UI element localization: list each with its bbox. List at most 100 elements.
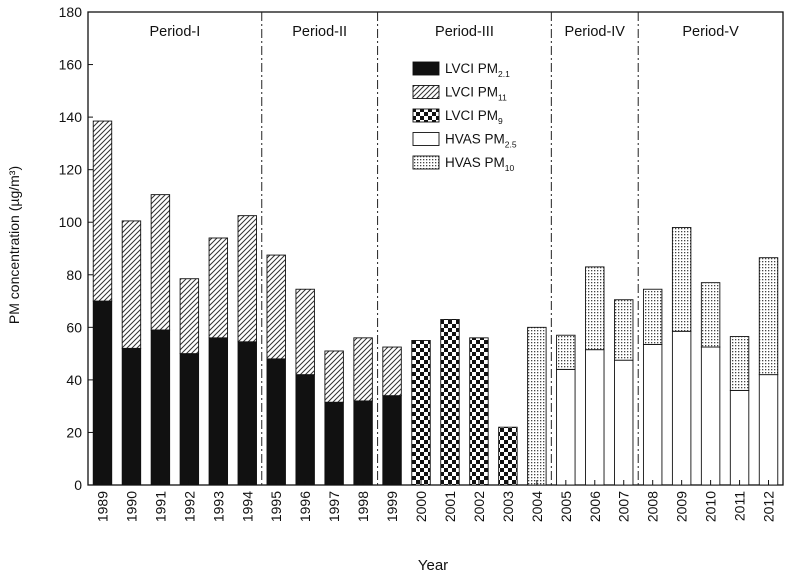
x-tick-label: 2004: [529, 491, 545, 522]
bar-segment: [208, 237, 229, 339]
y-tick-label: 180: [59, 4, 83, 20]
legend-swatch: [412, 132, 440, 146]
bar-segment: [208, 337, 229, 486]
legend-item: LVCI PM9: [412, 108, 503, 126]
bar-segment: [642, 288, 663, 345]
x-tick-label: 1992: [181, 491, 197, 522]
bar-segment: [324, 350, 344, 403]
bar-segment: [150, 329, 171, 486]
bar-segment: [92, 120, 113, 302]
y-tick-label: 0: [74, 477, 82, 493]
legend-label: HVAS PM10: [445, 155, 514, 173]
bar-segment: [237, 215, 257, 343]
period-label: Period-II: [292, 24, 347, 40]
bar-segment: [179, 278, 200, 355]
bar-segment: [614, 359, 634, 486]
bar-segment: [556, 334, 576, 370]
bar-segment: [440, 319, 460, 486]
legend-label: LVCI PM9: [445, 108, 503, 126]
bar-segment: [729, 336, 750, 391]
bar-segment: [324, 401, 344, 486]
legend-swatch: [412, 61, 440, 76]
bar-segment: [700, 282, 721, 348]
x-tick-label: 2008: [645, 491, 661, 522]
period-label: Period-IV: [565, 24, 626, 40]
legend-item: LVCI PM2.1: [412, 61, 510, 79]
bar-segment: [729, 389, 750, 486]
x-tick-label: 1994: [239, 491, 255, 522]
bar-segment: [295, 288, 315, 376]
y-tick-label: 120: [59, 162, 83, 178]
x-tick-label: 1998: [355, 491, 371, 522]
y-tick-label: 40: [66, 372, 82, 388]
legend-label: HVAS PM2.5: [445, 132, 517, 150]
x-tick-label: 2011: [732, 491, 748, 521]
legend-item: HVAS PM2.5: [412, 132, 517, 150]
bar-segment: [527, 326, 547, 486]
x-tick-label: 1999: [384, 491, 400, 522]
bar-segment: [469, 337, 489, 486]
bar-segment: [92, 300, 113, 486]
x-tick-label: 2003: [500, 491, 516, 522]
bar-segment: [121, 220, 142, 349]
x-tick-label: 1990: [123, 491, 139, 522]
bar-segment: [411, 340, 431, 486]
x-tick-label: 1991: [152, 491, 168, 522]
x-tick-label: 2012: [761, 491, 777, 522]
bar-segment: [382, 346, 402, 397]
bar-segment: [295, 374, 315, 486]
x-tick-label: 1989: [94, 491, 110, 522]
x-tick-label: 2000: [413, 491, 429, 522]
legend-swatch: [412, 85, 440, 99]
bar-segment: [179, 353, 200, 486]
y-tick-label: 140: [59, 109, 83, 125]
period-label: Period-I: [149, 24, 200, 40]
bar-segment: [266, 254, 286, 360]
y-tick-label: 100: [59, 214, 83, 230]
bar-segment: [642, 343, 663, 486]
bar-segment: [382, 395, 402, 486]
bar-segment: [614, 299, 634, 361]
bar-segment: [266, 358, 286, 486]
x-tick-label: 2001: [442, 491, 458, 522]
bar-segment: [671, 227, 692, 332]
bar-segment: [700, 346, 721, 486]
plot-frame: [87, 11, 784, 486]
period-label: Period-V: [682, 24, 739, 40]
bar-segment: [498, 426, 518, 486]
bar-segment: [121, 347, 142, 486]
y-tick-label: 160: [59, 57, 83, 73]
bar-segment: [237, 341, 257, 486]
legend-swatch: [412, 108, 440, 123]
x-tick-label: 2007: [616, 491, 632, 522]
legend-item: LVCI PM11: [412, 85, 507, 103]
x-tick-label: 2010: [703, 491, 719, 522]
y-tick-label: 60: [66, 319, 82, 335]
x-tick-label: 1993: [210, 491, 226, 522]
period-label: Period-III: [435, 24, 494, 40]
x-tick-label: 1995: [268, 491, 284, 522]
legend-label: LVCI PM2.1: [445, 61, 510, 79]
x-tick-label: 2009: [674, 491, 690, 522]
bar-segment: [585, 349, 605, 486]
bar-segment: [353, 400, 373, 486]
x-tick-label: 2002: [471, 491, 487, 522]
x-tick-label: 1997: [326, 491, 342, 522]
x-tick-label: 1996: [297, 491, 313, 522]
y-tick-label: 20: [66, 424, 82, 440]
x-tick-label: 2006: [587, 491, 603, 522]
y-axis-title: PM concentration (µg/m³): [6, 166, 22, 324]
bar-segment: [758, 257, 779, 376]
bar-segment: [353, 337, 373, 402]
bar-segment: [758, 374, 779, 486]
bar-segment: [671, 330, 692, 486]
bar-segment: [150, 194, 171, 331]
bar-segment: [585, 266, 605, 351]
x-tick-label: 2005: [558, 491, 574, 522]
legend-label: LVCI PM11: [445, 85, 507, 103]
bar-segment: [556, 368, 576, 486]
legend-swatch: [412, 155, 440, 170]
x-axis-title: Year: [418, 557, 448, 574]
legend-item: HVAS PM10: [412, 155, 514, 173]
